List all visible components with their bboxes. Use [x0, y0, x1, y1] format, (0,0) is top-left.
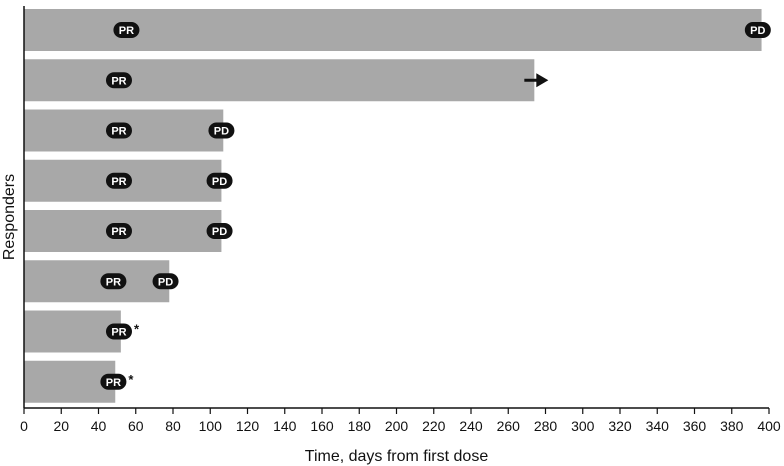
x-tick-label: 360 — [683, 418, 707, 434]
footnote-marker: * — [128, 372, 134, 387]
response-badge: PR — [113, 22, 140, 38]
axes: 0 20 40 60 80 100 120 140 160 180 200 220 240 260 280 3… — [20, 6, 781, 434]
x-tick-label: 400 — [757, 418, 781, 434]
x-tick-label: 0 — [20, 418, 28, 434]
badge-label: PR — [111, 176, 126, 188]
response-badge: PR — [105, 122, 132, 139]
responder-bar — [24, 260, 170, 303]
response-badge: PD — [744, 22, 771, 38]
badge-label: PD — [212, 176, 227, 188]
response-badge: PR — [105, 223, 132, 239]
response-badge: PD — [206, 223, 233, 239]
x-tick-label: 340 — [646, 418, 670, 434]
badge-label: PR — [106, 276, 121, 288]
response-badge: PD — [152, 273, 179, 290]
badge-label: PD — [750, 25, 765, 37]
responder-bar — [24, 9, 762, 51]
response-badge: PD — [208, 122, 235, 139]
x-tick-label: 20 — [53, 418, 69, 434]
x-tick-label: 280 — [534, 418, 558, 434]
badge-label: PR — [111, 226, 126, 238]
badge-label: PR — [106, 377, 121, 389]
responder-row: PR PD — [24, 260, 179, 303]
responder-row: PR PD — [24, 9, 771, 51]
response-badge: PR — [105, 172, 132, 189]
x-tick-label: 160 — [310, 418, 334, 434]
x-tick-label: 100 — [199, 418, 223, 434]
responder-bar — [24, 310, 121, 353]
responder-row: PR — [24, 59, 549, 102]
bar-group: PR PD PR PR PD PR PD PR PD PR PD PR * PR * — [24, 9, 771, 403]
responder-row: PR * — [24, 360, 134, 403]
y-axis-title: Responders — [1, 174, 18, 260]
x-tick-label: 80 — [165, 418, 181, 434]
badge-label: PD — [214, 126, 229, 138]
response-badge: PR — [105, 323, 132, 340]
responder-row: PR PD — [24, 109, 235, 152]
response-badge: PR — [100, 273, 127, 290]
x-tick-label: 220 — [422, 418, 446, 434]
x-tick-label: 240 — [459, 418, 483, 434]
x-tick-label: 60 — [128, 418, 144, 434]
badge-label: PR — [119, 25, 134, 37]
arrow-right-icon — [524, 73, 549, 88]
x-ticks: 0 20 40 60 80 100 120 140 160 180 200 220 240 260 280 3… — [20, 408, 781, 434]
responder-row: PR PD — [24, 210, 233, 252]
x-tick-label: 320 — [608, 418, 632, 434]
responder-row: PR PD — [24, 159, 233, 202]
x-tick-label: 300 — [571, 418, 595, 434]
badge-label: PR — [111, 126, 126, 138]
footnote-marker: * — [134, 322, 140, 337]
response-badge: PD — [206, 172, 233, 189]
x-tick-label: 140 — [273, 418, 297, 434]
badge-label: PD — [212, 226, 227, 238]
response-badge: PR — [105, 72, 132, 89]
x-axis-title: Time, days from first dose — [305, 448, 489, 465]
x-tick-label: 200 — [385, 418, 409, 434]
badge-label: PR — [111, 75, 126, 87]
x-tick-label: 380 — [720, 418, 744, 434]
badge-label: PD — [158, 276, 173, 288]
x-tick-label: 260 — [497, 418, 521, 434]
responder-bar — [24, 59, 535, 102]
response-badge: PR — [100, 373, 127, 390]
badge-label: PR — [111, 327, 126, 339]
responder-bar — [24, 360, 116, 403]
responder-row: PR * — [24, 310, 140, 353]
x-tick-label: 40 — [91, 418, 107, 434]
x-tick-label: 180 — [348, 418, 372, 434]
x-tick-label: 120 — [236, 418, 260, 434]
